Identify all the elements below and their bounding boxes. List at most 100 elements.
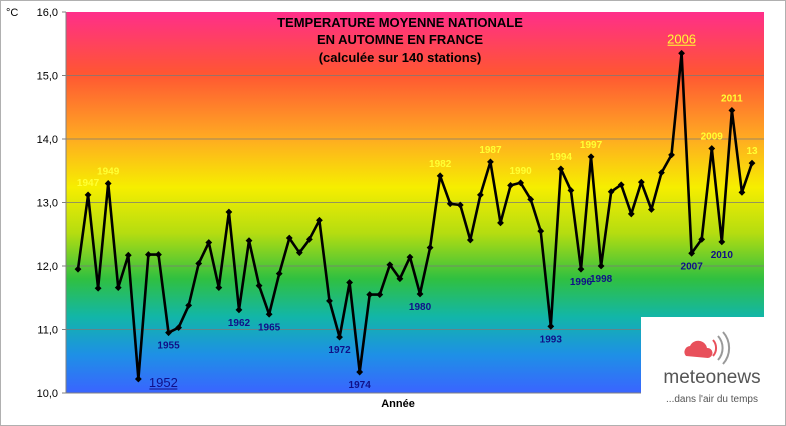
data-point xyxy=(456,201,464,209)
data-point xyxy=(708,145,716,152)
low-year-label: 2010 xyxy=(711,250,734,261)
chart-title-line-1: TEMPERATURE MOYENNE NATIONALE xyxy=(277,15,523,30)
data-point xyxy=(215,284,223,291)
data-point xyxy=(265,310,273,318)
data-point xyxy=(245,237,253,244)
high-year-label: 1987 xyxy=(479,145,502,156)
data-point xyxy=(597,262,605,270)
high-year-label: 1990 xyxy=(510,166,533,177)
data-point xyxy=(517,179,525,187)
data-point xyxy=(698,235,706,243)
y-tick-label: 11,0 xyxy=(37,325,58,337)
data-point xyxy=(436,172,444,180)
data-point xyxy=(688,249,696,257)
y-tick-labels: 10,0 11,0 12,0 13,0 14,0 15,0 16,0 xyxy=(37,7,66,400)
logo-panel xyxy=(641,317,782,415)
data-point xyxy=(617,181,625,189)
data-point xyxy=(547,322,555,330)
meteonews-logo: meteonews ...dans l'air du temps xyxy=(641,317,782,415)
low-year-label: 1965 xyxy=(258,322,281,333)
record-high-label: 2006 xyxy=(667,31,696,46)
data-point xyxy=(738,188,746,196)
data-point xyxy=(346,279,354,286)
high-year-label: 1949 xyxy=(97,166,120,177)
data-point xyxy=(718,238,726,246)
data-point xyxy=(205,239,213,246)
low-year-label: 2007 xyxy=(681,261,704,272)
data-point xyxy=(145,251,152,258)
data-point xyxy=(134,375,142,383)
high-year-label: 1982 xyxy=(429,159,452,170)
data-point xyxy=(356,368,364,376)
data-point xyxy=(104,180,112,187)
data-point xyxy=(84,191,92,199)
high-year-label: 1994 xyxy=(550,152,573,163)
data-point xyxy=(426,244,434,251)
data-point xyxy=(305,235,313,243)
data-point xyxy=(527,195,535,203)
low-year-label: 1993 xyxy=(540,334,563,345)
low-year-label: 1974 xyxy=(349,380,372,391)
data-point xyxy=(748,159,756,167)
data-point xyxy=(235,306,243,314)
data-point xyxy=(255,282,263,290)
data-point xyxy=(637,178,645,186)
high-year-label: 1947 xyxy=(77,178,100,189)
data-point xyxy=(195,260,203,267)
data-point xyxy=(668,151,675,159)
data-point xyxy=(507,181,514,189)
data-point xyxy=(557,165,565,173)
data-point xyxy=(175,324,182,331)
data-point xyxy=(376,291,384,298)
y-tick-label: 13,0 xyxy=(37,198,58,210)
x-axis-title: Année xyxy=(381,398,415,410)
high-year-label: 2011 xyxy=(721,93,743,104)
data-point xyxy=(607,188,615,196)
data-point xyxy=(728,107,736,114)
chart-title-line-3: (calculée sur 140 stations) xyxy=(319,50,482,65)
data-point xyxy=(326,297,333,305)
data-point xyxy=(497,219,504,227)
low-year-label: 1962 xyxy=(228,318,251,329)
high-year-label: 13 xyxy=(746,146,758,157)
data-point xyxy=(648,206,655,213)
low-year-label: 1972 xyxy=(328,345,351,356)
low-year-label: 1996 xyxy=(570,277,593,288)
data-point xyxy=(476,191,484,199)
data-point xyxy=(185,301,193,309)
series-group xyxy=(74,49,756,383)
data-point xyxy=(165,329,172,337)
data-point xyxy=(124,251,132,259)
data-point xyxy=(537,227,545,235)
data-point xyxy=(114,284,122,291)
data-point xyxy=(316,216,323,224)
data-point xyxy=(658,169,665,177)
data-point xyxy=(225,208,233,216)
data-point xyxy=(487,158,494,166)
data-point xyxy=(406,253,414,261)
data-point xyxy=(446,200,454,208)
data-point xyxy=(336,333,343,341)
data-point xyxy=(396,275,404,283)
data-point xyxy=(295,249,303,257)
y-axis-unit: °C xyxy=(6,7,18,19)
data-point xyxy=(587,153,595,161)
data-point xyxy=(466,236,474,244)
high-year-label: 2009 xyxy=(701,132,724,143)
record-low-label: 1952 xyxy=(149,375,178,390)
low-year-label: 1955 xyxy=(157,341,180,352)
y-tick-label: 10,0 xyxy=(37,388,58,400)
y-tick-label: 12,0 xyxy=(37,261,58,273)
y-tick-label: 14,0 xyxy=(37,134,58,146)
data-point xyxy=(366,291,374,298)
chart-title-line-2: EN AUTOMNE EN FRANCE xyxy=(317,32,483,47)
data-point xyxy=(577,265,585,273)
y-tick-label: 15,0 xyxy=(37,71,58,83)
data-point xyxy=(567,187,575,194)
data-point xyxy=(416,290,424,298)
data-point xyxy=(627,210,635,218)
data-point xyxy=(678,49,685,57)
